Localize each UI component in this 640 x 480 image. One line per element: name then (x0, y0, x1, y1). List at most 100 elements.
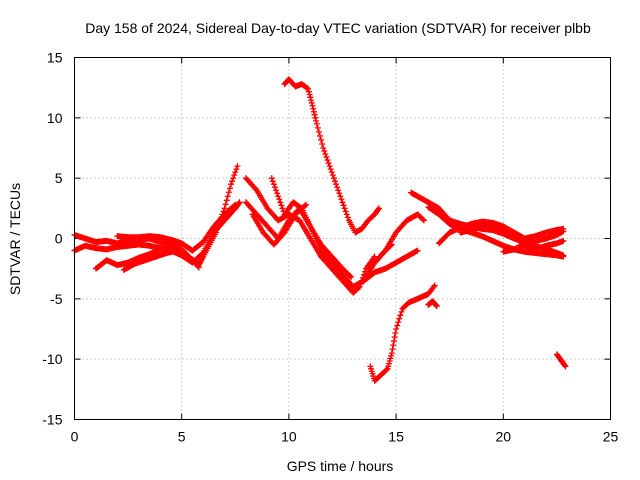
data-point (433, 302, 440, 309)
plot-frame (74, 57, 611, 420)
data-point (234, 163, 241, 170)
data-point (275, 193, 282, 200)
data-point (306, 91, 313, 98)
data-point (348, 274, 355, 281)
y-tick-label: 10 (47, 110, 63, 126)
series-arc-early-5 (114, 201, 239, 254)
data-point (225, 189, 232, 196)
data-point (229, 178, 236, 185)
data-point (314, 124, 321, 131)
x-tick-label: 25 (603, 429, 619, 445)
data-point (335, 187, 342, 194)
data-point (390, 342, 397, 349)
y-tick-label: 5 (55, 170, 63, 186)
y-tick-label: 15 (47, 50, 63, 66)
data-point (342, 208, 349, 215)
data-point (301, 202, 308, 209)
data-point (562, 363, 569, 370)
x-tick-label: 0 (71, 429, 79, 445)
data-point (279, 205, 286, 212)
data-point (313, 120, 320, 127)
data-point (336, 190, 343, 197)
data-point (320, 145, 327, 151)
data-point (319, 140, 326, 147)
data-point (310, 105, 317, 112)
data-point (339, 199, 346, 206)
data-point (231, 202, 238, 209)
data-point (304, 85, 311, 92)
y-axis-label: SDTVAR / TECUs (7, 183, 23, 295)
data-point (323, 154, 330, 161)
data-point (280, 230, 287, 237)
data-point (328, 169, 335, 176)
data-point (338, 196, 345, 203)
data-point (347, 273, 354, 280)
data-point (327, 166, 334, 173)
data-point (388, 350, 395, 357)
data-point (193, 259, 200, 266)
data-point (269, 178, 276, 185)
data-point (560, 228, 567, 235)
data-point (318, 136, 325, 143)
data-point (324, 157, 331, 164)
data-point (321, 148, 328, 155)
data-point (375, 205, 382, 212)
data-point (561, 362, 568, 369)
data-point (325, 160, 332, 167)
data-point (419, 216, 426, 223)
data-point (330, 175, 337, 182)
data-point (313, 117, 320, 124)
data-point (394, 322, 401, 329)
data-point (344, 214, 351, 221)
data-point (270, 181, 277, 188)
data-point (315, 128, 322, 135)
x-tick-label: 20 (496, 429, 512, 445)
data-point (307, 94, 314, 101)
data-point (221, 205, 228, 212)
chart-title: Day 158 of 2024, Sidereal Day-to-day VTE… (85, 20, 591, 36)
data-point (375, 206, 382, 213)
x-tick-label: 10 (281, 429, 297, 445)
series-arc-low (367, 282, 438, 384)
data-point (310, 108, 317, 115)
data-point (433, 303, 440, 310)
data-point (235, 200, 242, 207)
data-point (383, 366, 390, 373)
series-arc-isolated-1 (425, 298, 440, 310)
data-point (397, 312, 404, 319)
data-point (334, 184, 341, 191)
data-point (228, 181, 235, 188)
data-point (231, 172, 238, 179)
grid-lines (74, 57, 611, 420)
data-point (343, 211, 350, 218)
data-point (252, 186, 259, 193)
data-point (414, 247, 421, 254)
data-point (303, 201, 310, 208)
series-arc-mid-1 (243, 175, 378, 296)
data-point (194, 263, 201, 270)
data-point (236, 199, 243, 206)
data-point (271, 184, 278, 191)
data-point (391, 334, 398, 341)
data-point (226, 185, 233, 192)
data-point (331, 178, 338, 185)
y-tick-label: -5 (50, 291, 63, 307)
series-arc-high (281, 76, 382, 236)
data-point (195, 264, 202, 271)
series-arc-mid-3 (268, 175, 355, 281)
data-point (309, 102, 316, 109)
data-point (192, 258, 199, 265)
data-point (278, 202, 285, 209)
data-point (232, 169, 239, 176)
data-point (371, 253, 378, 260)
data-point (316, 132, 323, 139)
data-point (224, 193, 231, 200)
data-point (395, 319, 402, 326)
x-axis-label: GPS time / hours (287, 458, 394, 474)
data-point (341, 205, 348, 212)
data-point (398, 308, 405, 315)
data-point (222, 201, 229, 208)
series-arc-early-4 (120, 247, 200, 273)
data-point (223, 197, 230, 204)
